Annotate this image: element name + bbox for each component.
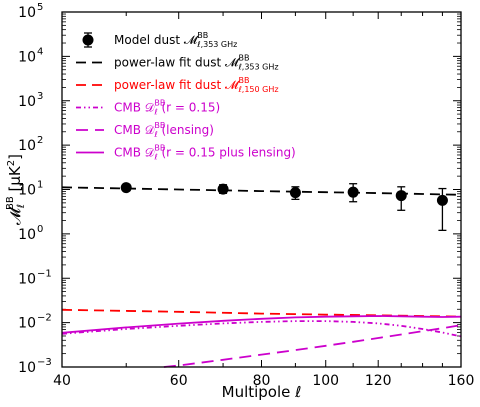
y-tick-label-base: 10 [18, 94, 36, 110]
data-point [436, 194, 448, 206]
y-tick-label: 10 [18, 49, 36, 65]
series-line-5 [61, 315, 462, 334]
y-tick-label-exponent: −2 [37, 313, 52, 324]
y-axis-label-symbol: 𝓜 [6, 206, 24, 225]
y-tick-label: 10 [18, 271, 36, 287]
legend-entry-sub: ℓ,150 GHz [237, 85, 278, 94]
legend-entry-main: power-law fit dust 𝓜 [114, 78, 240, 92]
y-tick-label: 10 [18, 5, 36, 21]
y-axis-label: 𝓜ℓBB [μK2] [5, 154, 27, 225]
legend-entry: power-law fit dust 𝓜BB ℓ,150 GHz [114, 76, 279, 94]
data-point [395, 190, 407, 202]
legend-entry-main: CMB 𝒟 [114, 101, 155, 115]
x-axis-label: Multipole ℓ [222, 383, 302, 401]
legend-entry-sup: BB [238, 54, 249, 63]
x-tick-label: 100 [312, 373, 339, 389]
y-tick-label-exponent: 3 [37, 91, 43, 102]
y-tick-label-exponent: 1 [37, 180, 43, 191]
x-tick-labels: 40 60 80 100 120 160 [53, 373, 474, 389]
y-tick-label-base: 10 [18, 138, 36, 154]
y-tick-label-base: 10 [18, 183, 36, 199]
legend-entry-main: power-law fit dust 𝓜 [114, 56, 240, 70]
data-point [289, 187, 301, 199]
y-axis-label-superscript: BB [5, 196, 16, 210]
legend-entry-sup: BB [238, 76, 249, 85]
legend-entry-main: Model dust 𝓜 [114, 33, 199, 47]
y-tick-label-exponent: 5 [37, 2, 43, 13]
y-tick-label-base: 10 [18, 5, 36, 21]
legend-entry-tail: (r = 0.15 plus lensing) [158, 146, 296, 160]
series-line-4 [163, 324, 462, 368]
legend-entry-sub: ℓ [153, 108, 157, 117]
y-axis-label-subscript: ℓ [16, 204, 27, 208]
x-tick-label: 160 [448, 373, 475, 389]
y-axis-label-close: ] [6, 154, 24, 160]
series-line-1 [61, 186, 462, 196]
legend-entry-sub: ℓ [153, 130, 157, 139]
y-tick-label: 10 [18, 227, 36, 243]
y-tick-label-exponent: 4 [37, 46, 43, 57]
y-axis-label-unit-exponent: 2 [6, 160, 17, 166]
legend-entry: CMB 𝒟BB ℓ (r = 0.15) [114, 99, 220, 117]
legend-entry-main: CMB 𝒟 [114, 146, 155, 160]
legend-entry-sub: ℓ,353 GHz [237, 63, 278, 72]
y-tick-label: 10 [18, 138, 36, 154]
legend-entry: CMB 𝒟BB ℓ (r = 0.15 plus lensing) [114, 144, 296, 162]
x-tick-label: 40 [53, 373, 71, 389]
legend-entry-sup: BB [154, 144, 165, 153]
legend-entry-sup: BB [154, 99, 165, 108]
legend-entry-tail: (r = 0.15) [158, 101, 221, 115]
x-tick-label: 120 [365, 373, 392, 389]
y-tick-label-base: 10 [18, 49, 36, 65]
legend-entry-tail: (lensing) [158, 123, 214, 137]
legend-entry-sup: BB [154, 121, 165, 130]
y-tick-label: 10 [18, 183, 36, 199]
legend-entry-main: CMB 𝒟 [114, 123, 155, 137]
y-tick-label-base: 10 [18, 271, 36, 287]
y-tick-label-exponent: 2 [37, 135, 43, 146]
y-tick-label-exponent: −3 [37, 357, 52, 368]
y-tick-label-base: 10 [18, 316, 36, 332]
y-tick-label: 10 [18, 360, 36, 376]
series-line-3 [61, 320, 462, 338]
x-tick-label: 80 [253, 373, 271, 389]
plot-frame [61, 11, 462, 368]
y-tick-label-base: 10 [18, 227, 36, 243]
y-tick-label: 10 [18, 94, 36, 110]
y-tick-label-exponent: −1 [37, 268, 52, 279]
series-layer [61, 182, 462, 368]
legend-entry-sub: ℓ [153, 153, 157, 162]
legend-entry-sub: ℓ,353 GHz [196, 40, 237, 49]
legend-entry: CMB 𝒟BB ℓ (lensing) [114, 121, 214, 139]
x-tick-label: 60 [170, 373, 188, 389]
legend-entry: Model dust 𝓜BB ℓ,353 GHz [114, 31, 237, 49]
legend-entry: power-law fit dust 𝓜BB ℓ,353 GHz [114, 54, 279, 72]
legend-entry-sup: BB [197, 31, 208, 40]
y-tick-label-exponent: 0 [37, 224, 43, 235]
y-axis-label-unit: [μK [6, 165, 24, 196]
data-point [217, 183, 229, 195]
axis-ticks [61, 11, 462, 368]
y-tick-label: 10 [18, 316, 36, 332]
legend-marker [82, 34, 94, 46]
y-tick-label-base: 10 [18, 360, 36, 376]
